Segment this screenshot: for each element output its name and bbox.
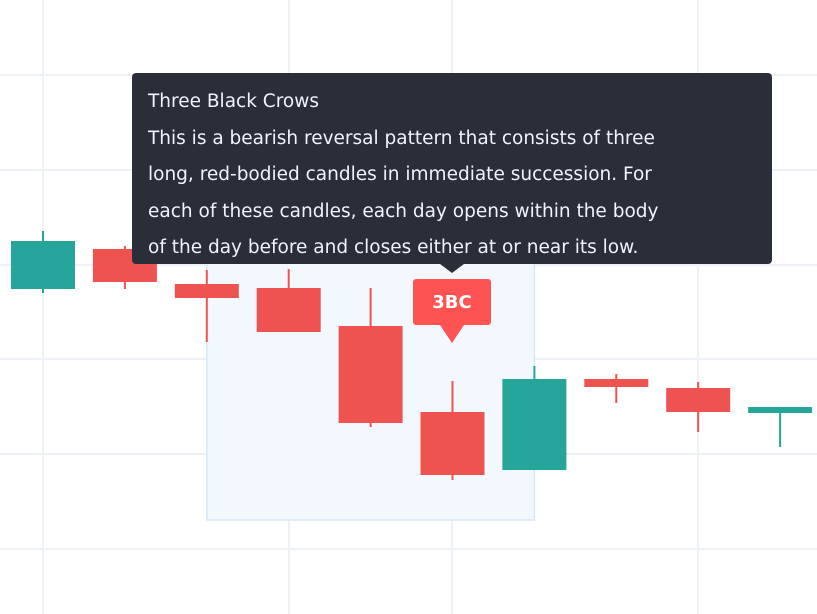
candle-body xyxy=(666,388,731,412)
candle-body xyxy=(502,379,567,470)
candle[interactable] xyxy=(748,407,813,447)
candle[interactable] xyxy=(666,382,731,432)
tooltip-description-line: This is a bearish reversal pattern that … xyxy=(148,127,655,149)
candle[interactable] xyxy=(502,366,567,470)
tooltip-description-line: long, red-bodied candles in immediate su… xyxy=(148,164,652,185)
tooltip-pointer xyxy=(440,264,464,273)
candle[interactable] xyxy=(11,231,75,293)
candles xyxy=(11,231,813,480)
candle[interactable] xyxy=(420,381,485,480)
candle-body xyxy=(256,288,321,332)
candle-body xyxy=(174,284,239,298)
candle[interactable] xyxy=(256,269,321,332)
candle-body xyxy=(584,379,649,387)
candle-body xyxy=(420,412,485,475)
candle-body xyxy=(748,407,813,413)
tooltip-description-line: of the day before and closes either at o… xyxy=(148,237,639,258)
tooltip-description-line: each of these candles, each day opens wi… xyxy=(148,200,659,222)
tooltip-title: Three Black Crows xyxy=(148,91,320,112)
candle[interactable] xyxy=(584,374,649,403)
pattern-marker-label: 3BC xyxy=(432,291,472,313)
pattern-tooltip: Three Black Crows This is a bearish reve… xyxy=(132,73,772,264)
candle-body xyxy=(11,241,75,289)
pattern-marker-pointer xyxy=(440,325,464,343)
pattern-marker-3bc[interactable]: 3BC xyxy=(413,279,491,325)
candle-body xyxy=(338,326,403,423)
candle[interactable] xyxy=(338,288,403,427)
candle[interactable] xyxy=(174,270,239,342)
